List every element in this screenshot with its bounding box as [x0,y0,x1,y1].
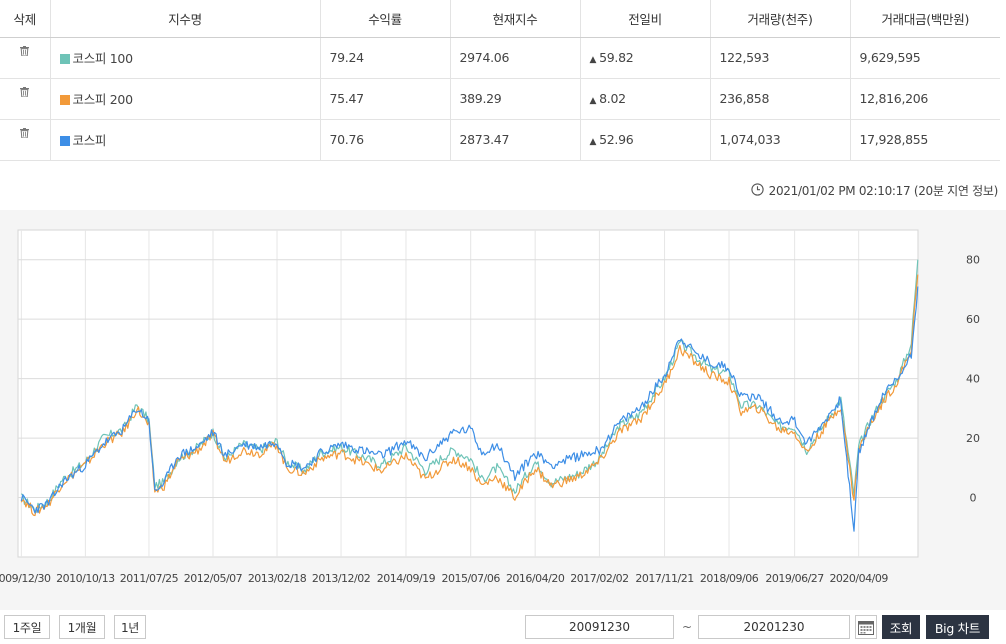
delete-cell [0,119,50,161]
table-header-row: 삭제 지수명 수익률 현재지수 전일비 거래량(천주) 거래대금(백만원) [0,0,1000,38]
return-cell: 79.24 [319,37,450,79]
amount-cell: 17,928,855 [849,119,1000,161]
delete-cell [0,37,50,79]
y-tick-label: 80 [966,254,980,267]
index-name[interactable]: 코스피 100 [72,51,134,66]
timestamp-text: 2021/01/02 PM 02:10:17 (20분 지연 정보) [768,184,999,198]
y-tick-label: 40 [966,373,980,386]
x-tick-label: 2019/06/27 [765,572,824,585]
table-row: 코스피 70.76 2873.47 ▲ 52.96 1,074,033 17,92… [0,119,1000,161]
return-cell: 70.76 [319,119,450,161]
date-range-separator: ~ [682,620,693,634]
clock-icon [750,182,764,199]
index-name-cell: 코스피 100 [49,37,320,79]
col-header-amount: 거래대금(백만원) [849,0,1000,38]
x-tick-label: 2020/04/09 [829,572,888,585]
period-1-week-button[interactable]: 1주일 [4,615,50,639]
index-name-cell: 코스피 200 [49,78,320,120]
change-value: 8.02 [599,91,626,106]
index-name-cell: 코스피 [49,119,320,161]
index-table: 삭제 지수명 수익률 현재지수 전일비 거래량(천주) 거래대금(백만원) 코스… [0,0,1000,161]
series-color-swatch [59,136,70,146]
up-triangle-icon: ▲ [589,96,597,106]
col-header-volume: 거래량(천주) [709,0,850,38]
change-cell: ▲ 8.02 [579,78,710,120]
col-header-return: 수익률 [319,0,450,38]
amount-cell: 12,816,206 [849,78,1000,120]
x-tick-label: 2018/09/06 [700,572,759,585]
trash-icon[interactable] [20,44,30,57]
volume-cell: 1,074,033 [709,119,850,161]
series-color-swatch [59,95,70,105]
period-1-month-button[interactable]: 1개월 [59,615,105,639]
table-row: 코스피 100 79.24 2974.06 ▲ 59.82 122,593 9,6… [0,37,1000,79]
x-tick-label: 2015/07/06 [441,572,500,585]
x-tick-label: 2014/09/19 [377,572,436,585]
current-cell: 389.29 [449,78,580,120]
col-header-change: 전일비 [579,0,710,38]
return-cell: 75.47 [319,78,450,120]
y-tick-label: 60 [966,313,980,326]
series-line-2 [20,274,919,517]
index-return-line-chart[interactable]: 2009/12/30 2010/10/13 2011/07/25 2012/05/07… [0,210,1006,610]
x-tick-label: 2017/11/21 [635,572,693,585]
x-tick-label: 2011/07/25 [120,572,179,585]
col-header-delete: 삭제 [0,0,50,38]
current-cell: 2974.06 [449,37,580,79]
change-cell: ▲ 59.82 [579,37,710,79]
update-timestamp: 2021/01/02 PM 02:10:17 (20분 지연 정보) [750,182,999,199]
period-1-year-button[interactable]: 1년 [114,615,146,639]
current-cell: 2873.47 [449,119,580,161]
col-header-index-name: 지수명 [49,0,320,38]
volume-cell: 122,593 [709,37,850,79]
series-color-swatch [59,54,70,64]
x-tick-label: 2013/12/02 [312,572,370,585]
plot-area [17,229,919,558]
calendar-button[interactable] [855,615,877,639]
trash-icon[interactable] [20,126,30,139]
trash-icon[interactable] [20,85,30,98]
x-tick-label: 2010/10/13 [56,572,115,585]
index-name[interactable]: 코스피 200 [72,92,134,107]
index-name[interactable]: 코스피 [72,133,107,148]
y-tick-label: 0 [970,492,977,505]
amount-cell: 9,629,595 [849,37,1000,79]
x-tick-label: 2012/05/07 [184,572,243,585]
change-value: 59.82 [599,50,634,65]
x-tick-label: 2009/12/30 [0,572,51,585]
x-tick-label: 2013/02/18 [248,572,307,585]
up-triangle-icon: ▲ [589,55,597,65]
x-tick-label: 2017/02/02 [570,572,628,585]
col-header-current: 현재지수 [449,0,580,38]
delete-cell [0,78,50,120]
volume-cell: 236,858 [709,78,850,120]
big-chart-button[interactable]: Big 차트 [926,615,989,639]
change-value: 52.96 [599,132,634,147]
end-date-input[interactable] [698,615,850,639]
table-row: 코스피 200 75.47 389.29 ▲ 8.02 236,858 12,81… [0,78,1000,120]
y-tick-label: 20 [966,432,980,445]
change-cell: ▲ 52.96 [579,119,710,161]
calendar-icon [858,620,874,635]
series-line-3 [20,286,919,532]
start-date-input[interactable] [525,615,674,639]
x-tick-label: 2016/04/20 [506,572,565,585]
up-triangle-icon: ▲ [589,137,597,147]
search-button[interactable]: 조회 [882,615,920,639]
